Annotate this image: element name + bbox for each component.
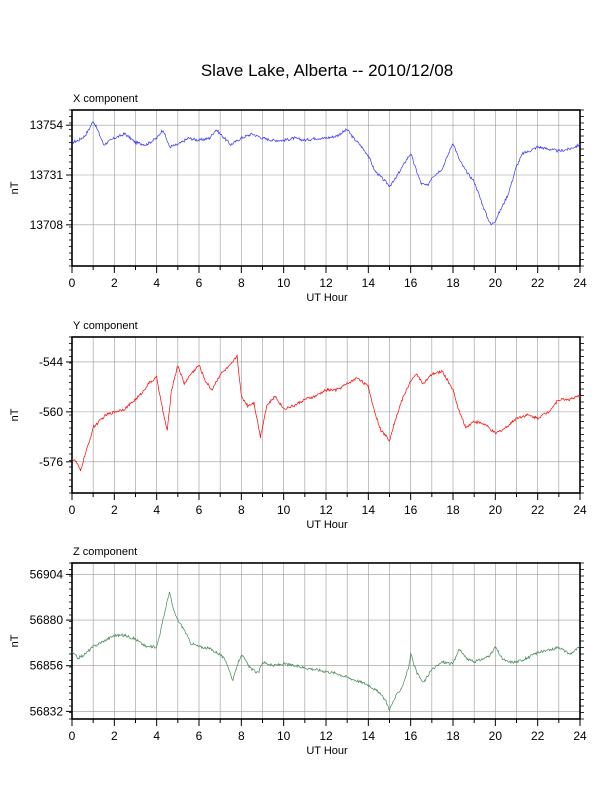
panel-2-xlabel: UT Hour	[306, 519, 348, 531]
panel-1-ytick-label: 13708	[30, 218, 64, 232]
panel-2-xtick-label: 2	[111, 503, 118, 517]
panel-2-ylabel: nT	[9, 408, 21, 421]
figure-title: Slave Lake, Alberta -- 2010/12/08	[201, 61, 453, 80]
panel-2-xtick-label: 8	[238, 503, 245, 517]
panel-2-xtick-label: 20	[489, 503, 503, 517]
panel-2-xtick-label: 6	[196, 503, 203, 517]
panel-1-title: X component	[73, 93, 138, 105]
panel-2-trace	[71, 354, 581, 472]
panel-1-xtick-label: 22	[531, 276, 545, 290]
panel-3-ytick-label: 56832	[30, 704, 64, 718]
panel-2-ytick-label: -544	[39, 355, 63, 369]
panel-1-ytick-label: 13754	[30, 118, 64, 132]
panel-3-xtick-label: 22	[531, 729, 545, 743]
panel-3-xtick-label: 20	[489, 729, 503, 743]
panel-2-xtick-label: 18	[446, 503, 460, 517]
panel-3-xlabel: UT Hour	[306, 745, 348, 757]
panel-1-xtick-label: 12	[319, 276, 333, 290]
panel-3-xtick-label: 10	[277, 729, 291, 743]
panel-2-xtick-label: 0	[69, 503, 76, 517]
panel-2-xtick-label: 16	[404, 503, 418, 517]
panel-1-xtick-label: 2	[111, 276, 118, 290]
panel-3-xtick-label: 6	[196, 729, 203, 743]
panel-3-xtick-label: 16	[404, 729, 418, 743]
panel-3-ytick-label: 56880	[30, 613, 64, 627]
panel-1-xtick-label: 6	[196, 276, 203, 290]
panel-1-trace	[71, 121, 581, 226]
panel-3-xtick-label: 0	[69, 729, 76, 743]
panel-1-xtick-label: 10	[277, 276, 291, 290]
panel-2-xtick-label: 22	[531, 503, 545, 517]
panel-2-ytick-label: -560	[39, 405, 63, 419]
panel-2-xtick-label: 24	[573, 503, 587, 517]
panel-2-ytick-label: -576	[39, 455, 63, 469]
panel-1-ytick-label: 13731	[30, 168, 64, 182]
panel-3-xtick-label: 8	[238, 729, 245, 743]
panel-1-xtick-label: 8	[238, 276, 245, 290]
panel-1-xtick-label: 16	[404, 276, 418, 290]
panel-3-trace	[71, 591, 581, 712]
panel-3-ylabel: nT	[9, 634, 21, 647]
panel-3-xtick-label: 12	[319, 729, 333, 743]
panel-1-xlabel: UT Hour	[306, 292, 348, 304]
panel-3-xtick-label: 2	[111, 729, 118, 743]
panel-3-ytick-label: 56904	[30, 567, 64, 581]
panel-1-xtick-label: 4	[153, 276, 160, 290]
panel-3-title: Z component	[73, 546, 137, 558]
panel-1-xtick-label: 14	[362, 276, 376, 290]
panel-3-ytick-label: 56856	[30, 659, 64, 673]
panel-3-xtick-label: 24	[573, 729, 587, 743]
panel-2-xtick-label: 4	[153, 503, 160, 517]
panel-3-xtick-label: 14	[362, 729, 376, 743]
panel-2-xtick-label: 10	[277, 503, 291, 517]
panel-2-xtick-label: 12	[319, 503, 333, 517]
panel-3-xtick-label: 18	[446, 729, 460, 743]
panel-2-title: Y component	[73, 320, 138, 332]
panel-2-xtick-label: 14	[362, 503, 376, 517]
panel-1-xtick-label: 24	[573, 276, 587, 290]
panel-1-xtick-label: 18	[446, 276, 460, 290]
panel-3-xtick-label: 4	[153, 729, 160, 743]
panel-1-ylabel: nT	[9, 181, 21, 194]
panel-1-xtick-label: 0	[69, 276, 76, 290]
panel-1-xtick-label: 20	[489, 276, 503, 290]
